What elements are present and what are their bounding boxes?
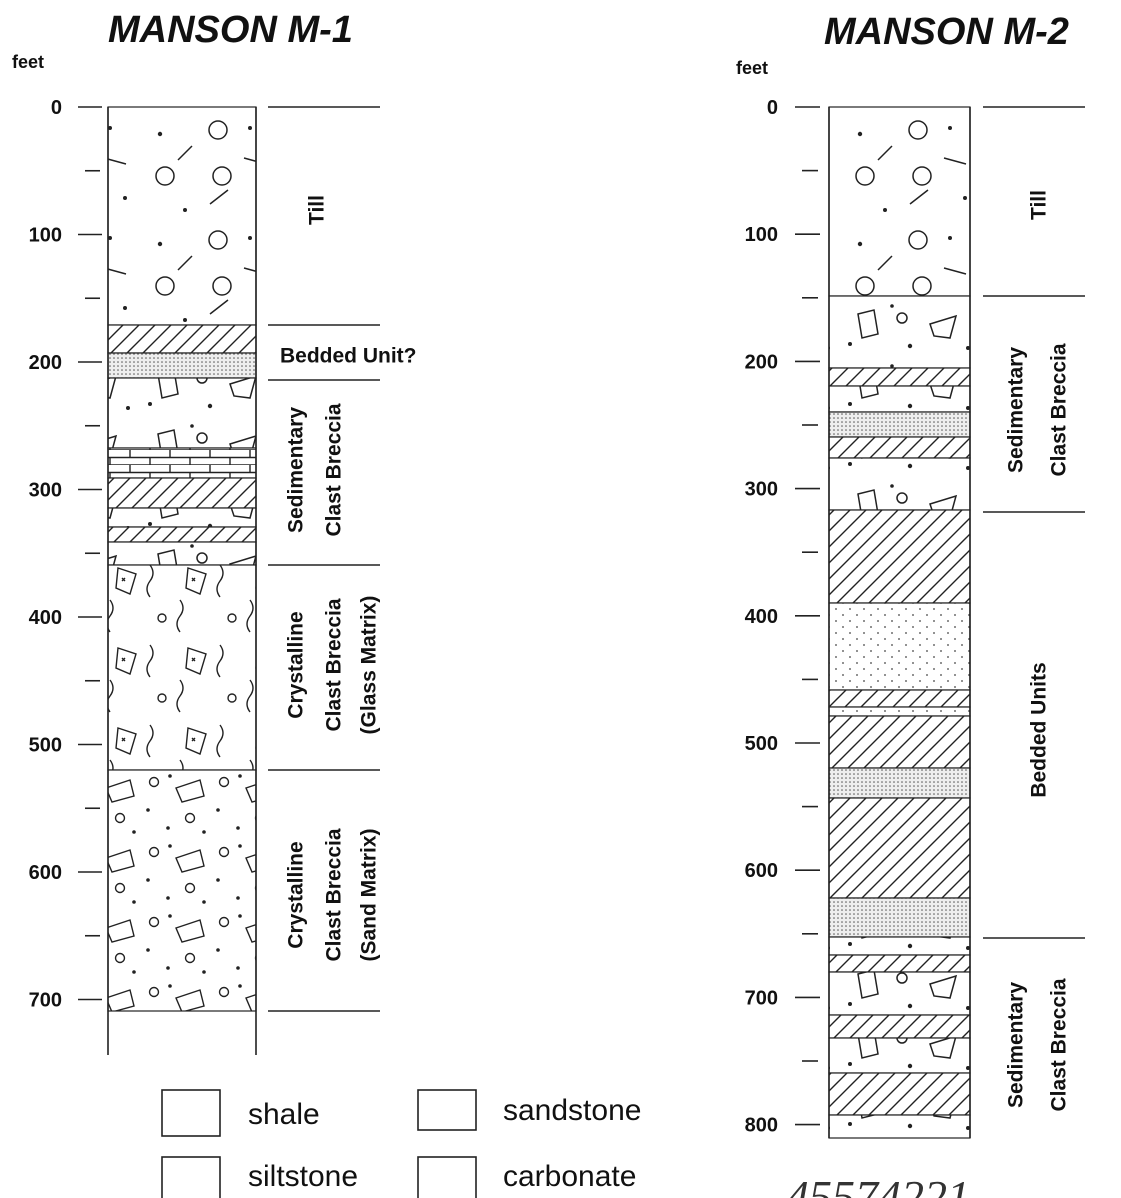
layer-shale — [829, 955, 970, 972]
layer-till — [829, 107, 970, 296]
depth-label: 500 — [29, 735, 62, 757]
depth-label: 0 — [767, 97, 778, 119]
unit-label: Crystalline — [285, 841, 308, 948]
layer-shale — [829, 1015, 970, 1038]
layer-sandstone — [829, 768, 970, 798]
unit-label: Till — [1028, 190, 1051, 220]
layer-breccia — [829, 386, 970, 412]
layer-shale — [829, 437, 970, 458]
layer-breccia — [108, 542, 256, 565]
depth-label: 300 — [29, 480, 62, 502]
layer-carbonate — [108, 448, 256, 478]
layer-breccia — [108, 508, 256, 527]
legend-label: shale — [248, 1098, 320, 1131]
column-title: MANSON M-2 — [824, 11, 1069, 53]
legend-swatch-carbonate — [418, 1157, 476, 1198]
unit-label: Clast Breccia — [1048, 978, 1071, 1111]
depth-unit: feet — [736, 58, 768, 78]
layer-breccia — [829, 972, 970, 1015]
legend-label: sandstone — [503, 1094, 641, 1127]
layer-breccia — [829, 296, 970, 368]
unit-label: Sedimentary — [1005, 982, 1028, 1108]
unit-label: Bedded Unit? — [280, 345, 417, 368]
unit-label: Sedimentary — [1005, 347, 1028, 473]
unit-label: Till — [306, 195, 329, 225]
layer-shale — [829, 368, 970, 386]
depth-label: 100 — [745, 224, 778, 246]
depth-label: 700 — [29, 990, 62, 1012]
page: {"columns": [ {"title": "MANSON M-1", "d… — [0, 0, 1121, 1198]
legend-label: carbonate — [503, 1160, 636, 1193]
layer-shale — [829, 798, 970, 898]
unit-label: Clast Breccia — [323, 598, 346, 731]
depth-label: 400 — [745, 606, 778, 628]
layer-glass — [108, 565, 256, 770]
column-title: MANSON M-1 — [108, 9, 353, 51]
depth-label: 800 — [745, 1115, 778, 1137]
unit-label: (Sand Matrix) — [358, 828, 381, 961]
depth-label: 200 — [745, 351, 778, 373]
depth-label: 400 — [29, 607, 62, 629]
layer-breccia — [829, 937, 970, 955]
layer-sandmatrix — [108, 770, 256, 1011]
layer-breccia — [108, 378, 256, 448]
depth-label: 500 — [745, 733, 778, 755]
depth-label: 700 — [745, 987, 778, 1009]
diagram: shale sandstone siltstone carbonate 4557… — [0, 0, 1121, 1198]
legend-swatch-sandstone — [418, 1090, 476, 1130]
depth-label: 100 — [29, 225, 62, 247]
depth-unit: feet — [12, 52, 44, 72]
layer-shale — [108, 325, 256, 353]
layer-shale — [829, 690, 970, 707]
layer-breccia — [829, 1115, 970, 1138]
layer-breccia — [829, 1038, 970, 1073]
legend: shale sandstone siltstone carbonate — [162, 1090, 641, 1198]
depth-label: 0 — [51, 97, 62, 119]
depth-label: 300 — [745, 479, 778, 501]
layer-shale — [829, 510, 970, 603]
layer-shale — [829, 1073, 970, 1115]
core-column: MANSON M-2 feet 0 100 200 300 400 500 600 700 800 T… — [736, 11, 1085, 1138]
depth-label: 600 — [29, 862, 62, 884]
unit-label: Sedimentary — [285, 407, 308, 533]
layer-sandstone — [829, 898, 970, 937]
depth-label: 200 — [29, 352, 62, 374]
layer-shale — [108, 478, 256, 508]
unit-label: Clast Breccia — [323, 828, 346, 961]
layer-breccia — [829, 458, 970, 510]
layer-shale — [108, 527, 256, 542]
unit-label: Bedded Units — [1028, 662, 1051, 797]
layer-sandstone — [829, 412, 970, 437]
legend-swatch-shale — [162, 1090, 220, 1136]
unit-label: Clast Breccia — [1048, 343, 1071, 476]
unit-label: (Glass Matrix) — [358, 596, 381, 735]
layer-siltstone — [829, 707, 970, 716]
layer-siltstone — [829, 603, 970, 690]
depth-label: 600 — [745, 860, 778, 882]
layer-till — [108, 107, 256, 325]
legend-swatch-siltstone — [162, 1157, 220, 1198]
unit-label: Clast Breccia — [323, 403, 346, 536]
handwritten-note: 45574221 — [786, 1171, 970, 1198]
layer-shale — [829, 716, 970, 768]
core-column: MANSON M-1 feet 0 100 200 300 400 500 600 700 Till… — [12, 9, 417, 1055]
unit-label: Crystalline — [285, 611, 308, 718]
layer-sandstone — [108, 353, 256, 378]
legend-label: siltstone — [248, 1160, 358, 1193]
